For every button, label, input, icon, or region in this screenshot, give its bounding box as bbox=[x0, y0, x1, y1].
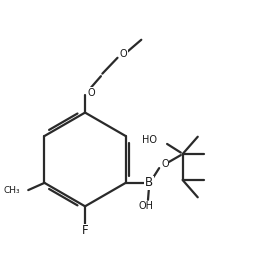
Text: HO: HO bbox=[142, 135, 157, 145]
Text: B: B bbox=[145, 176, 153, 189]
Text: OH: OH bbox=[139, 201, 154, 211]
Text: O: O bbox=[161, 159, 169, 169]
Text: CH₃: CH₃ bbox=[4, 186, 20, 195]
Text: F: F bbox=[82, 224, 88, 237]
Text: O: O bbox=[119, 49, 127, 59]
Text: O: O bbox=[87, 88, 95, 98]
